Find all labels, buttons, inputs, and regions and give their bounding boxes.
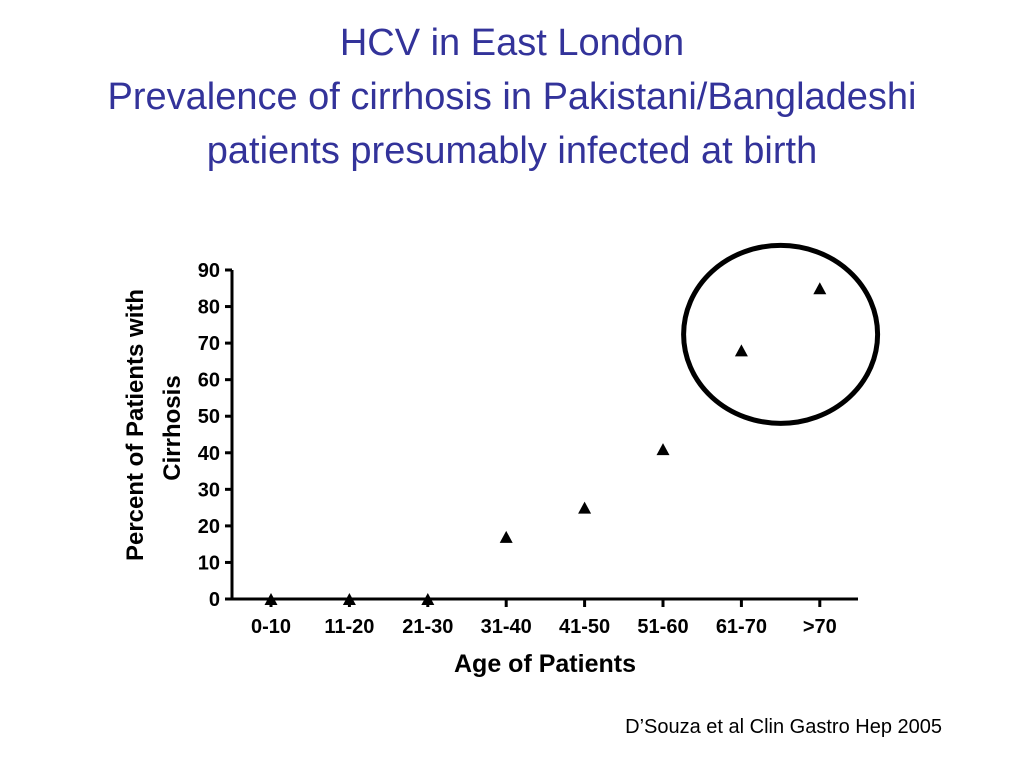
title-line-2: Prevalence of cirrhosis in Pakistani/Ban…: [107, 76, 917, 118]
title-line-3: patients presumably infected at birth: [206, 130, 818, 172]
highlight-circle: [681, 242, 881, 426]
data-point-triangle: [656, 443, 670, 456]
data-point-triangle: [813, 282, 827, 295]
data-point-triangle: [421, 593, 435, 605]
x-tick-label: 31-40: [481, 616, 532, 638]
y-tick-label: 30: [198, 479, 220, 501]
y-tick-label: 80: [198, 297, 220, 319]
x-tick-label: 61-70: [716, 616, 767, 638]
chart-axes: [230, 270, 858, 601]
data-point-triangle: [264, 593, 278, 605]
y-tick-label: 20: [198, 516, 220, 538]
data-point-triangle: [342, 593, 356, 605]
x-tick-label: >70: [803, 616, 837, 638]
y-axis-ticks: 0 10 20 30 40 50 60 70 80 90: [198, 260, 232, 611]
y-tick-label: 40: [198, 443, 220, 465]
y-tick-label: 50: [198, 406, 220, 428]
x-tick-label: 11-20: [324, 616, 374, 638]
y-axis-label-line-1: Percent of Patients with: [122, 289, 149, 561]
data-points: [264, 282, 827, 605]
y-tick-label: 60: [198, 370, 220, 392]
x-tick-label: 41-50: [559, 616, 610, 638]
x-tick-label: 21-30: [402, 616, 453, 638]
y-axis-label: Percent of Patients with Cirrhosis: [122, 289, 186, 561]
citation: D’Souza et al Clin Gastro Hep 2005: [625, 716, 942, 738]
data-point-triangle: [734, 344, 748, 357]
data-point-triangle: [499, 530, 513, 543]
y-tick-label: 70: [198, 333, 220, 355]
x-tick-label: 51-60: [637, 616, 688, 638]
slide-title: HCV in East London Prevalence of cirrhos…: [0, 16, 1024, 178]
y-axis-label-line-2: Cirrhosis: [159, 375, 186, 480]
x-axis-label: Age of Patients: [454, 650, 636, 678]
y-tick-label: 10: [198, 552, 220, 574]
y-tick-label: 90: [198, 260, 220, 282]
x-axis-ticks: 0-10 11-20 21-30 31-40 41-50 51-60 61-70 >70: [251, 599, 837, 638]
y-tick-label: 0: [209, 589, 220, 611]
title-line-1: HCV in East London: [339, 22, 685, 64]
data-point-triangle: [578, 501, 592, 514]
x-tick-label: 0-10: [251, 616, 291, 638]
